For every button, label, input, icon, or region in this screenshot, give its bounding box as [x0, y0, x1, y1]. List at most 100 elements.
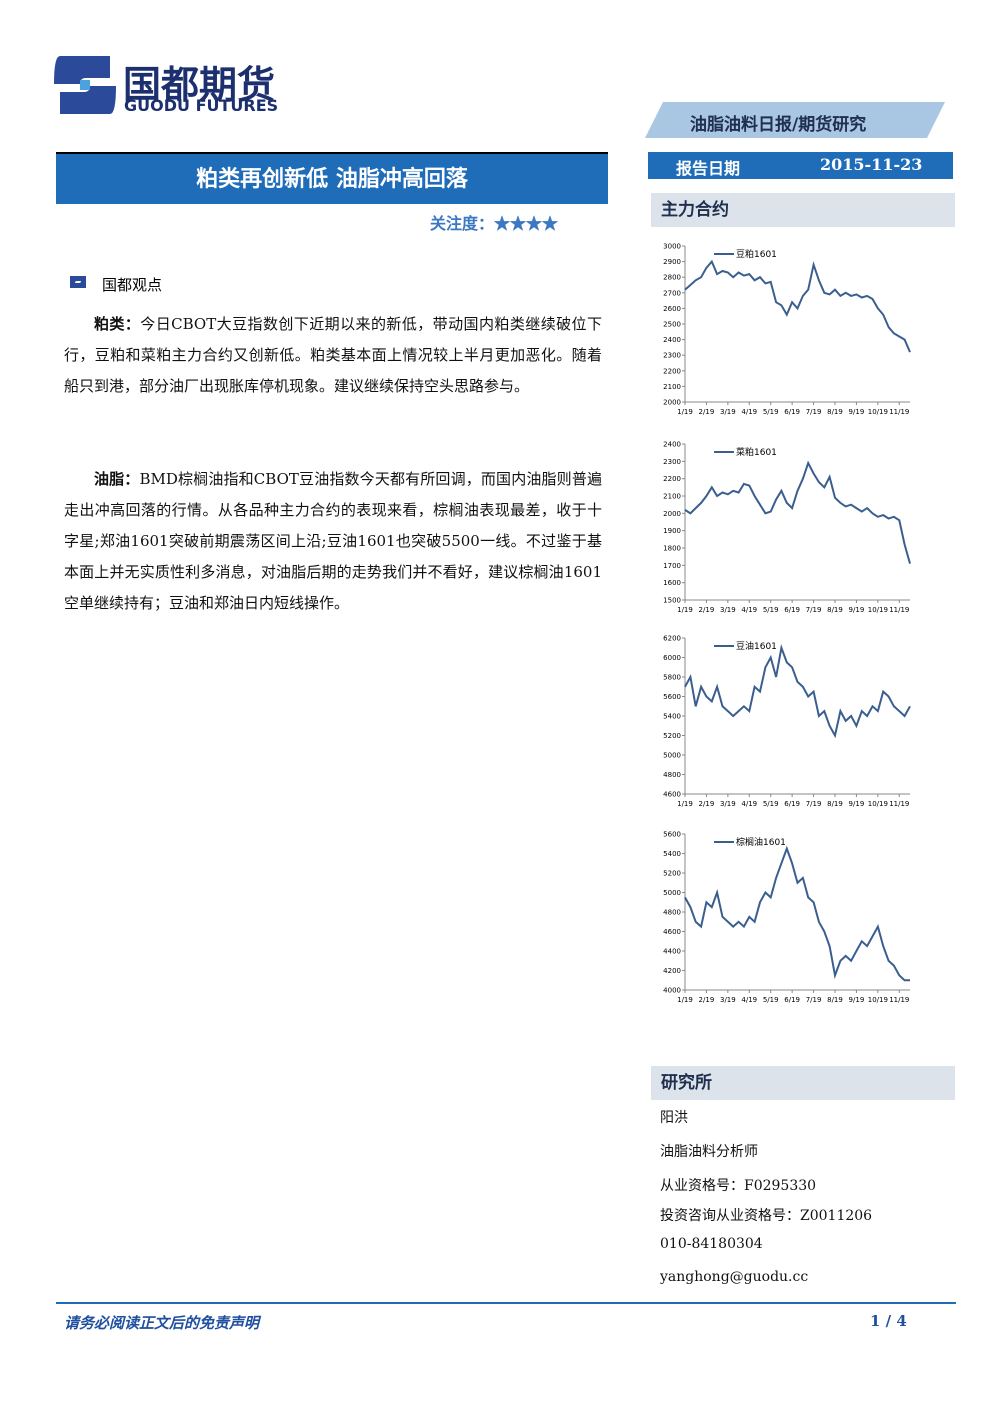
contact-line: yanghong@guodu.cc [660, 1269, 809, 1285]
charts-heading: 主力合约 [651, 193, 955, 227]
legend-label: 豆油1601 [736, 640, 777, 652]
logo-cn: 国都期货 [123, 63, 276, 107]
x-tick-label: 9/19 [849, 800, 865, 808]
y-tick-label: 5800 [663, 674, 681, 682]
institute-heading: 研究所 [651, 1066, 955, 1100]
x-tick-label: 3/19 [720, 606, 736, 614]
y-tick-label: 1900 [663, 527, 681, 535]
x-tick-label: 11/19 [889, 606, 909, 614]
x-tick-label: 8/19 [827, 996, 843, 1004]
y-tick-label: 5200 [663, 870, 681, 878]
y-tick-label: 2800 [663, 274, 681, 282]
paragraph: 粕类：今日CBOT大豆指数创下近期以来的新低，带动国内粕类继续破位下行，豆粕和菜… [64, 309, 602, 402]
y-tick-label: 2000 [663, 510, 681, 518]
x-tick-label: 2/19 [699, 408, 715, 416]
y-tick-label: 6200 [663, 635, 681, 643]
x-tick-label: 5/19 [763, 606, 779, 614]
paragraph-text: BMD棕榈油指和CBOT豆油指数今天都有所回调，而国内油脂则普遍走出冲高回落的行… [64, 470, 602, 612]
x-tick-label: 10/19 [868, 408, 888, 416]
date: 2015-11-23 [820, 155, 923, 174]
x-tick-label: 1/19 [677, 606, 693, 614]
y-tick-label: 3000 [663, 243, 681, 251]
y-tick-label: 1500 [663, 597, 681, 605]
x-tick-label: 6/19 [784, 996, 800, 1004]
line-chart: 4600 4800 5000 5200 5400 5600 5800 6000 6200 1/19… [663, 635, 911, 808]
x-tick-label: 5/19 [763, 408, 779, 416]
series-line [684, 259, 911, 353]
x-tick-label: 2/19 [699, 606, 715, 614]
bullet-icon [70, 276, 86, 288]
paragraph-text: 今日CBOT大豆指数创下近期以来的新低，带动国内粕类继续破位下行，豆粕和菜粕主力… [64, 315, 602, 395]
y-tick-label: 2400 [663, 441, 681, 449]
y-tick-label: 5600 [663, 831, 681, 839]
banner: 油脂油料日报/期货研究 [690, 115, 867, 135]
series-line [684, 845, 910, 982]
y-tick-label: 2100 [663, 383, 681, 391]
x-tick-label: 7/19 [806, 408, 822, 416]
x-tick-label: 5/19 [763, 800, 779, 808]
line-chart: 4000 4200 4400 4600 4800 5000 5200 5400 5600 1/19… [663, 831, 910, 1004]
x-tick-label: 1/19 [677, 996, 693, 1004]
paragraph-label: 油脂： [94, 470, 140, 488]
title: 粕类再创新低 油脂冲高回落 [56, 152, 608, 204]
x-tick-label: 3/19 [720, 996, 736, 1004]
y-tick-label: 5400 [663, 850, 681, 858]
y-tick-label: 4800 [663, 909, 681, 917]
y-tick-label: 1600 [663, 579, 681, 587]
line-chart: 1500 1600 1700 1800 1900 2000 2100 2200 2300 2400… [663, 441, 911, 614]
x-tick-label: 7/19 [806, 800, 822, 808]
legend-label: 菜粕1601 [736, 446, 777, 458]
y-tick-label: 2300 [663, 352, 681, 360]
x-tick-label: 11/19 [889, 408, 909, 416]
x-tick-label: 3/19 [720, 800, 736, 808]
x-tick-label: 10/19 [868, 800, 888, 808]
x-tick-label: 4/19 [741, 996, 757, 1004]
x-tick-label: 10/19 [868, 996, 888, 1004]
x-tick-label: 4/19 [741, 606, 757, 614]
contact-line: 油脂油料分析师 [660, 1144, 758, 1160]
x-tick-label: 11/19 [889, 996, 909, 1004]
y-tick-label: 4400 [663, 948, 681, 956]
y-tick-label: 2500 [663, 321, 681, 329]
attention: 关注度：★★★★ [430, 214, 559, 233]
paragraph: 油脂：BMD棕榈油指和CBOT豆油指数今天都有所回调，而国内油脂则普遍走出冲高回… [64, 464, 602, 619]
banner-shape [645, 102, 945, 138]
y-tick-label: 4600 [663, 928, 681, 936]
y-tick-label: 5200 [663, 732, 681, 740]
x-tick-label: 5/19 [763, 996, 779, 1004]
line-chart: 2000 2100 2200 2300 2400 2500 2600 2700 2800 2900… [663, 243, 911, 416]
y-tick-label: 4600 [663, 791, 681, 799]
y-tick-label: 2200 [663, 367, 681, 375]
y-tick-label: 2400 [663, 336, 681, 344]
y-tick-label: 2600 [663, 305, 681, 313]
footer-rule [56, 1302, 956, 1304]
x-tick-label: 1/19 [677, 408, 693, 416]
series-line [684, 644, 911, 739]
logo-mark [54, 56, 116, 114]
x-tick-label: 9/19 [849, 606, 865, 614]
y-tick-label: 4800 [663, 771, 681, 779]
contact-line: 投资咨询从业资格号：Z0011206 [660, 1208, 873, 1224]
y-tick-label: 1800 [663, 545, 681, 553]
x-tick-label: 7/19 [806, 996, 822, 1004]
x-tick-label: 4/19 [741, 800, 757, 808]
x-tick-label: 8/19 [827, 800, 843, 808]
y-tick-label: 5000 [663, 889, 681, 897]
disclaimer: 请务必阅读正文后的免责声明 [64, 1314, 260, 1332]
x-tick-label: 2/19 [699, 996, 715, 1004]
date-bar [648, 152, 953, 179]
x-tick-label: 10/19 [868, 606, 888, 614]
x-tick-label: 3/19 [720, 408, 736, 416]
x-tick-label: 11/19 [889, 800, 909, 808]
x-tick-label: 4/19 [741, 408, 757, 416]
y-tick-label: 2000 [663, 399, 681, 407]
x-tick-label: 7/19 [806, 606, 822, 614]
y-tick-label: 6000 [663, 654, 681, 662]
contact-line: 阳洪 [660, 1110, 688, 1126]
x-tick-label: 9/19 [849, 408, 865, 416]
y-tick-label: 2100 [663, 493, 681, 501]
x-tick-label: 9/19 [849, 996, 865, 1004]
x-tick-label: 1/19 [677, 800, 693, 808]
y-tick-label: 2300 [663, 458, 681, 466]
